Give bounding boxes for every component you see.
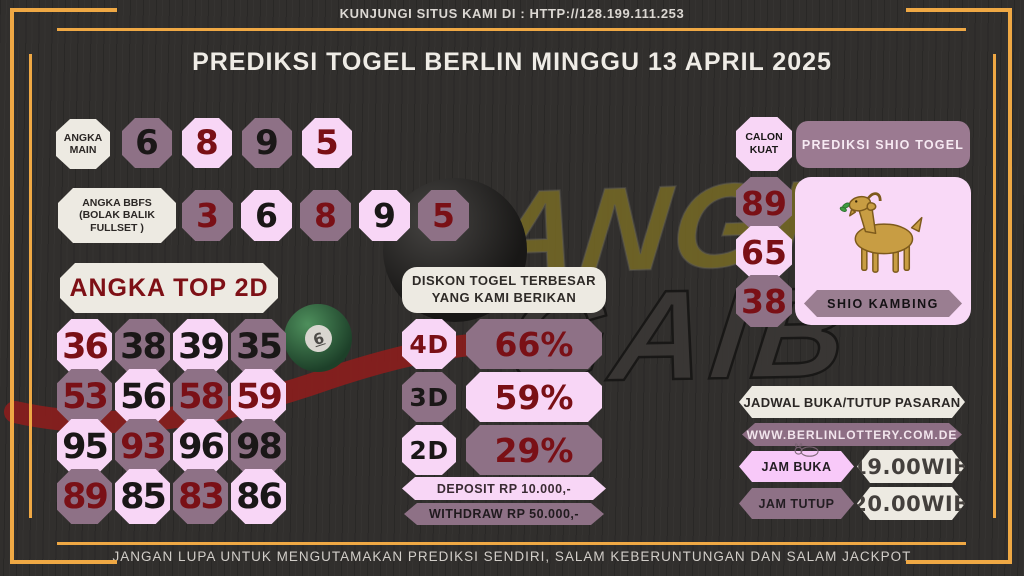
calon-kuat-line1: CALON (745, 130, 783, 143)
withdraw-banner: WITHDRAW RP 50.000,- (404, 503, 604, 525)
angka-bbfs-label-line2: (BOLAK BALIK (79, 209, 155, 222)
number-tile: 38 (115, 319, 170, 374)
jadwal-row-time: 20.00WIB (857, 487, 965, 520)
angka-bbfs-label: ANGKA BBFS (BOLAK BALIK FULLSET ) (58, 188, 176, 243)
number-tile: 56 (115, 369, 170, 424)
jadwal-row-label: JAM TUTUP (739, 488, 854, 519)
jadwal-row-label: JAM BUKA (739, 451, 854, 482)
diskon-row-value: 66% (466, 319, 602, 369)
footer-text: JANGAN LUPA UNTUK MENGUTAMAKAN PREDIKSI … (112, 549, 912, 564)
diskon-row: 2D 29% (402, 425, 602, 475)
shio-name-banner: SHIO KAMBING (804, 290, 962, 317)
number-tile: 93 (115, 419, 170, 474)
frame-inner-right (993, 54, 996, 518)
frame-inner-left (29, 54, 32, 518)
number-tile: 6 (241, 190, 292, 241)
number-tile: 5 (418, 190, 469, 241)
number-tile: 39 (173, 319, 228, 374)
calon-kuat-line2: KUAT (749, 144, 779, 156)
jadwal-row: JAM TUTUP 20.00WIB (739, 487, 965, 520)
number-tile: 8 (182, 118, 232, 168)
angka-bbfs-label-line1: ANGKA BBFS (82, 197, 152, 210)
number-tile: 36 (57, 319, 112, 374)
diskon-label-line1: DISKON TOGEL TERBESAR (411, 273, 597, 289)
number-tile: 89 (57, 469, 112, 524)
number-tile: 53 (57, 369, 112, 424)
diskon-row-label: 3D (402, 372, 456, 422)
frame-bottom-left (10, 560, 117, 564)
calon-kuat-label: CALON KUAT (736, 117, 792, 171)
diskon-row-label: 4D (402, 319, 456, 369)
number-tile: 83 (173, 469, 228, 524)
frame-top-left (10, 8, 117, 12)
number-tile: 38 (736, 275, 792, 327)
number-tile: 9 (359, 190, 410, 241)
number-tile: 85 (115, 469, 170, 524)
angka-main-label: ANGKA MAIN (56, 119, 110, 169)
number-tile: 35 (231, 319, 286, 374)
jadwal-rows: JAM BUKA 19.00WIB JAM TUTUP 20.00WIB (739, 450, 965, 520)
number-tile: 8 (300, 190, 351, 241)
number-tile: 5 (302, 118, 352, 168)
angka-bbfs-label-line3: FULLSET ) (90, 221, 144, 234)
angka-top2d-grid: 36 38 39 35 53 56 58 59 95 93 96 98 89 8… (57, 319, 286, 524)
frame-inner-bottom (57, 542, 966, 545)
number-tile: 98 (231, 419, 286, 474)
goat-icon (839, 192, 923, 273)
angka-bbfs-tiles: 3 6 8 9 5 (182, 190, 469, 241)
deposit-banner: DEPOSIT RP 10.000,- (402, 477, 606, 500)
number-tile: 9 (242, 118, 292, 168)
diskon-rows: 4D 66% 3D 59% 2D 29% (402, 319, 602, 475)
shio-panel: SHIO KAMBING (795, 177, 971, 325)
frame-bottom-right (906, 560, 1012, 564)
number-tile: 86 (231, 469, 286, 524)
website-banner[interactable]: WWW.BERLINLOTTERY.COM.DE (742, 423, 962, 446)
diskon-row: 4D 66% (402, 319, 602, 369)
number-tile: 58 (173, 369, 228, 424)
shio-numbers: 89 65 38 (736, 177, 792, 327)
diskon-label-line2: YANG KAMI BERIKAN (431, 290, 577, 305)
diskon-row: 3D 59% (402, 372, 602, 422)
six-ball-number: 6 (300, 320, 336, 356)
frame-right-outer (1008, 8, 1012, 564)
angka-main-label-line1: ANGKA (63, 131, 103, 144)
site-url-bar[interactable]: KUNJUNGI SITUS KAMI DI : HTTP://128.199.… (339, 6, 685, 21)
number-tile: 6 (122, 118, 172, 168)
frame-top-right (906, 8, 1012, 12)
angka-main-label-line2: MAIN (69, 144, 97, 156)
rabbit-doodle-icon (794, 443, 819, 457)
number-tile: 59 (231, 369, 286, 424)
jadwal-row-time: 19.00WIB (857, 450, 965, 483)
diskon-row-label: 2D (402, 425, 456, 475)
frame-inner-top (57, 28, 966, 31)
frame-left-outer (10, 8, 14, 564)
diskon-row-value: 59% (466, 372, 602, 422)
number-tile: 89 (736, 177, 792, 229)
number-tile: 3 (182, 190, 233, 241)
shio-panel-title: PREDIKSI SHIO TOGEL (796, 121, 970, 168)
number-tile: 95 (57, 419, 112, 474)
six-ball-icon: 6 (284, 304, 352, 372)
number-tile: 65 (736, 226, 792, 278)
page-title: PREDIKSI TOGEL BERLIN MINGGU 13 APRIL 20… (192, 48, 832, 76)
diskon-label: DISKON TOGEL TERBESAR YANG KAMI BERIKAN (402, 267, 606, 313)
angka-top2d-label: ANGKA TOP 2D (60, 263, 278, 313)
jadwal-row: JAM BUKA 19.00WIB (739, 450, 965, 483)
jadwal-title-banner: JADWAL BUKA/TUTUP PASARAN (739, 386, 965, 418)
diskon-row-value: 29% (466, 425, 602, 475)
angka-main-tiles: 6 8 9 5 (122, 118, 352, 168)
number-tile: 96 (173, 419, 228, 474)
